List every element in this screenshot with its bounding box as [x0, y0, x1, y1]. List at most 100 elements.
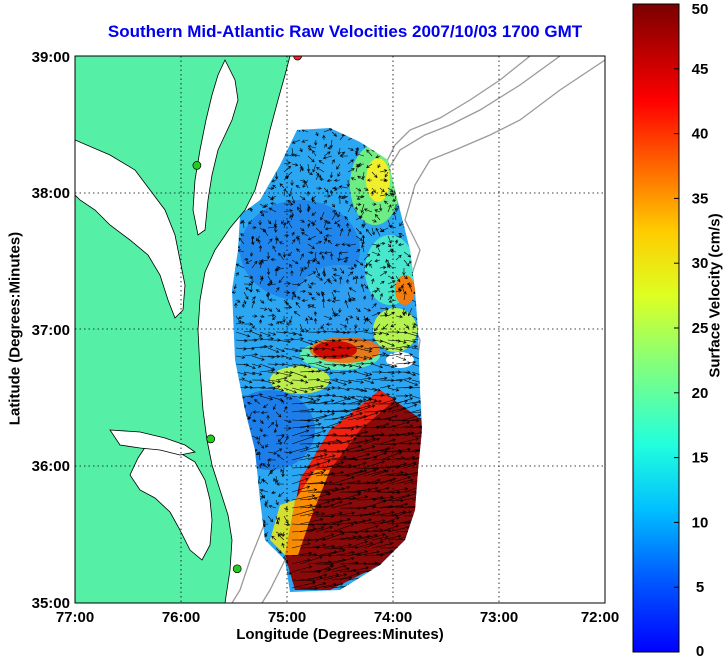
velocity-arrow — [347, 566, 369, 573]
colorbar-tick-label: 10 — [692, 514, 709, 531]
velocity-arrow — [337, 171, 341, 177]
velocity-arrow — [275, 321, 280, 325]
velocity-arrow — [323, 461, 345, 469]
velocity-arrow — [362, 219, 366, 228]
velocity-arrow — [272, 184, 277, 189]
velocity-arrow — [286, 322, 293, 326]
velocity-arrow — [291, 139, 301, 144]
velocity-arrow — [411, 453, 422, 461]
velocity-arrow — [363, 187, 369, 191]
velocity-arrow — [235, 331, 251, 338]
velocity-arrow — [307, 171, 313, 175]
velocity-arrow — [307, 369, 322, 373]
velocity-arrow — [355, 469, 377, 477]
velocity-arrow — [275, 433, 285, 438]
velocity-arrow — [315, 379, 332, 385]
velocity-arrow — [355, 404, 376, 413]
velocity-arrow — [251, 435, 260, 440]
velocity-arrow — [355, 307, 361, 312]
velocity-arrow — [355, 387, 368, 393]
velocity-arrow — [259, 277, 264, 285]
velocity-arrow — [291, 558, 311, 565]
velocity-arrow — [411, 397, 422, 405]
velocity-arrow — [291, 395, 303, 400]
velocity-arrow — [355, 398, 373, 405]
velocity-arrow — [291, 355, 305, 361]
velocity-arrow — [387, 510, 407, 517]
velocity-arrow — [307, 315, 313, 321]
velocity-arrow — [334, 313, 341, 317]
x-tick: 72:00 — [581, 609, 619, 626]
velocity-arrow — [307, 155, 315, 163]
velocity-arrow — [264, 503, 269, 509]
velocity-arrow — [403, 431, 422, 437]
velocity-arrow — [259, 337, 274, 341]
velocity-arrow — [243, 258, 249, 262]
velocity-arrow — [365, 228, 373, 237]
velocity-arrow — [259, 443, 265, 449]
velocity-arrow — [355, 347, 373, 353]
velocity-arrow — [403, 339, 417, 344]
velocity-arrow — [267, 307, 273, 312]
velocity-arrow — [352, 275, 357, 280]
velocity-arrow — [299, 379, 309, 384]
velocity-arrow — [277, 533, 285, 541]
velocity-arrow — [374, 323, 381, 332]
velocity-arrow — [259, 203, 266, 208]
velocity-arrow — [347, 550, 369, 557]
velocity-arrow — [315, 525, 333, 533]
velocity-arrow — [363, 331, 377, 336]
colorbar-tick-label: 20 — [692, 385, 709, 402]
velocity-arrow — [307, 582, 327, 589]
velocity-arrow — [307, 448, 328, 453]
velocity-arrow — [289, 214, 293, 221]
velocity-arrow — [293, 153, 301, 158]
velocity-arrow — [267, 469, 273, 477]
velocity-arrow — [323, 378, 339, 382]
velocity-arrow — [370, 293, 375, 301]
velocity-arrow — [376, 244, 381, 253]
velocity-arrow — [281, 542, 285, 549]
velocity-arrow — [243, 299, 247, 305]
velocity-arrow — [339, 323, 348, 328]
velocity-arrow — [259, 395, 274, 401]
velocity-arrow — [347, 271, 354, 277]
velocity-arrow — [299, 253, 304, 261]
colorbar-tick-label: 5 — [696, 579, 704, 596]
velocity-arrow — [283, 355, 293, 360]
velocity-arrow — [331, 501, 353, 509]
velocity-arrow — [331, 363, 347, 368]
velocity-arrow — [387, 204, 392, 213]
velocity-arrow — [341, 242, 349, 246]
velocity-arrow — [275, 387, 285, 392]
velocity-arrow — [259, 344, 274, 349]
velocity-arrow — [322, 134, 326, 141]
chart-title: Southern Mid-Atlantic Raw Velocities 200… — [107, 22, 583, 41]
velocity-arrow — [363, 399, 382, 405]
station-marker — [192, 161, 202, 170]
velocity-arrow — [315, 533, 335, 541]
velocity-arrow — [379, 271, 388, 277]
velocity-arrow — [355, 259, 364, 266]
velocity-arrow — [331, 345, 342, 349]
velocity-arrow — [313, 251, 317, 262]
velocity-arrow — [282, 315, 286, 323]
velocity-arrow — [363, 379, 375, 385]
velocity-arrow — [312, 149, 317, 157]
velocity-arrow — [362, 295, 367, 301]
velocity-arrow — [371, 331, 383, 335]
velocity-arrow — [387, 487, 409, 493]
velocity-arrow — [315, 387, 331, 391]
velocity-arrow — [371, 495, 394, 501]
velocity-arrow — [345, 317, 349, 325]
velocity-arrow — [347, 379, 364, 384]
velocity-arrow — [248, 219, 253, 225]
velocity-arrow — [379, 265, 387, 270]
velocity-arrow — [363, 528, 384, 533]
velocity-arrow — [371, 171, 378, 179]
velocity-arrow — [311, 199, 317, 205]
velocity-arrow — [347, 469, 368, 477]
velocity-arrow — [322, 270, 326, 277]
velocity-arrow — [277, 435, 285, 442]
velocity-arrow — [323, 455, 347, 461]
